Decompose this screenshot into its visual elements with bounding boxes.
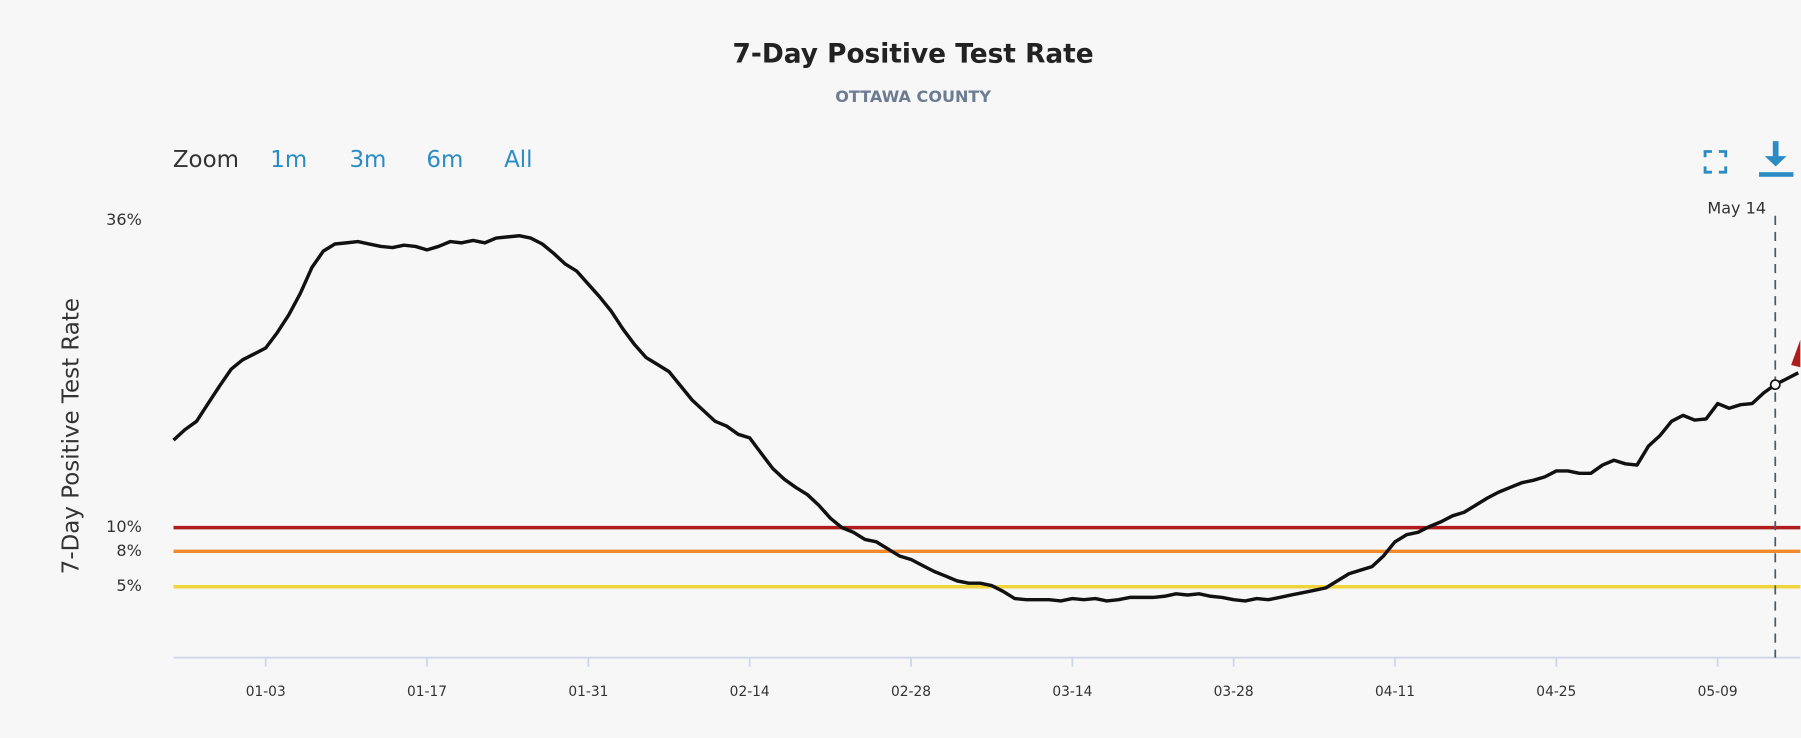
x-tick-label: 04-25 [1536, 684, 1576, 700]
download-icon[interactable] [1759, 141, 1794, 177]
x-tick-label: 01-31 [568, 684, 608, 700]
chart-subtitle: OTTAWA COUNTY [835, 87, 991, 106]
x-tick-label: 03-14 [1052, 684, 1092, 700]
y-tick-label: 5% [116, 576, 141, 595]
zoom-button[interactable]: 3m [349, 147, 386, 173]
y-tick-label: 10% [106, 517, 142, 536]
x-tick-label: 04-11 [1375, 684, 1415, 700]
download-glyph [1772, 141, 1779, 161]
x-tick-label: 01-17 [407, 684, 447, 700]
data-line [172, 234, 1800, 603]
y-tick-label: 8% [116, 541, 141, 560]
x-tick-label: 03-28 [1214, 684, 1254, 700]
zoom-button[interactable]: 6m [426, 147, 463, 173]
zoom-button[interactable]: All [504, 147, 532, 173]
download-glyph [1764, 156, 1787, 167]
hover-marker [1769, 379, 1781, 391]
y-axis-title: 7-Day Positive Test Rate [58, 298, 84, 574]
fullscreen-glyph [1703, 150, 1728, 174]
x-tick-label: 02-14 [730, 684, 770, 700]
zoom-buttons: 1m 3m 6m All [270, 147, 532, 173]
zoom-button[interactable]: 1m [270, 147, 307, 173]
x-tick-label: 02-28 [891, 684, 931, 700]
annotation-label: May 14 [1707, 198, 1766, 217]
zoom-label: Zoom [173, 147, 239, 173]
download-glyph [1759, 172, 1794, 177]
y-tick-label: 36% [106, 210, 142, 229]
x-tick-label: 01-03 [246, 684, 286, 700]
arrow-marker [1791, 339, 1801, 368]
chart-title: 7-Day Positive Test Rate [733, 40, 1094, 70]
x-tick-label: 05-09 [1698, 684, 1738, 700]
fullscreen-icon[interactable] [1703, 150, 1728, 174]
